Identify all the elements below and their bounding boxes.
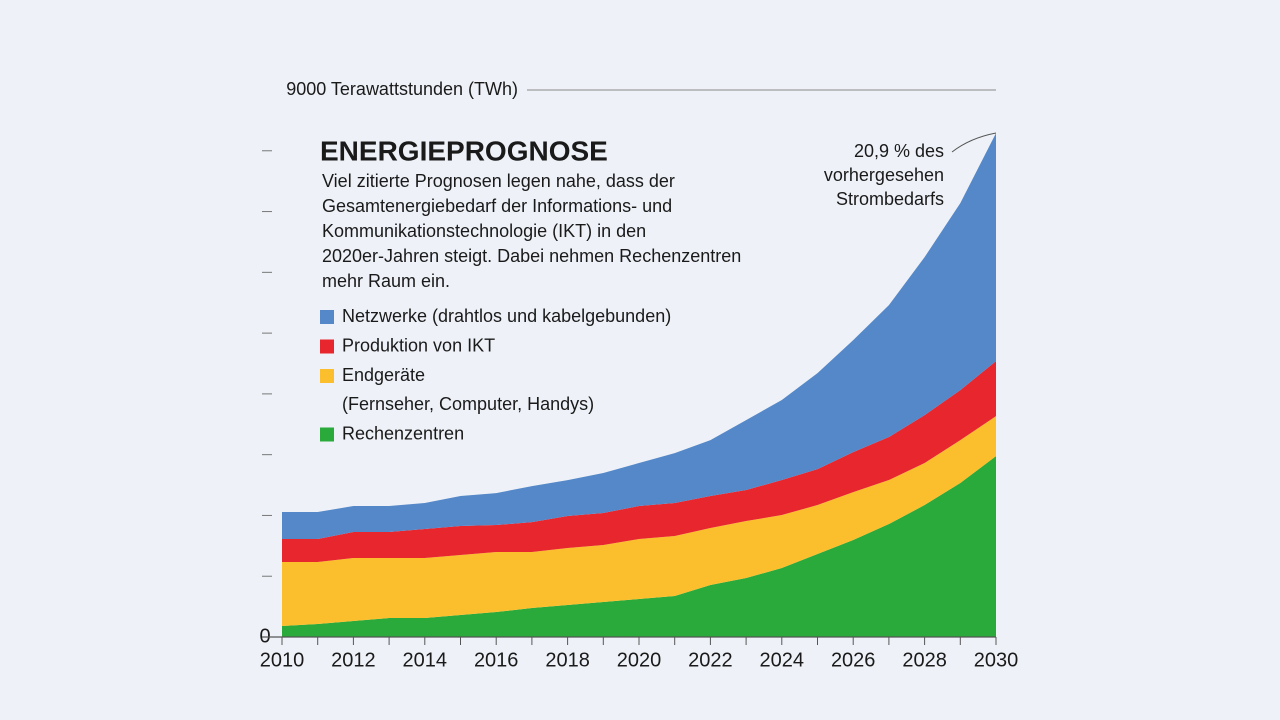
legend-label: Produktion von IKT — [342, 335, 495, 355]
description: Kommunikationstechnologie (IKT) in den — [322, 221, 646, 241]
legend-swatch — [320, 427, 334, 442]
area — [282, 456, 996, 637]
x-tick-label: 2030 — [974, 649, 1019, 671]
chart-title: ENERGIEPROGNOSE — [320, 135, 608, 166]
y-tick-label: 9000 Terawattstunden (TWh) — [286, 79, 518, 99]
x-tick-label: 2010 — [260, 649, 305, 671]
x-tick-label: 2016 — [474, 649, 519, 671]
annotation-leader — [951, 132, 997, 153]
x-tick-label: 2014 — [403, 649, 448, 671]
legend-label: Rechenzentren — [342, 423, 464, 443]
y-tick-label: 0 — [259, 625, 270, 647]
x-tick-label: 2012 — [331, 649, 376, 671]
x-tick-label: 2022 — [688, 649, 733, 671]
annotation: Strombedarfs — [836, 189, 944, 209]
annotation: vorhergesehen — [824, 165, 944, 185]
legend-label: Netzwerke (drahtlos und kabelgebunden) — [342, 306, 671, 326]
legend-swatch — [320, 310, 334, 324]
x-tick-label: 2028 — [902, 649, 947, 671]
description: 2020er-Jahren steigt. Dabei nehmen Reche… — [322, 246, 741, 266]
area — [282, 133, 996, 540]
description: Gesamtenergiebedarf der Informations- un… — [322, 196, 672, 216]
legend-swatch — [320, 339, 334, 354]
legend-label: Endgeräte — [342, 365, 425, 385]
legend-swatch — [320, 369, 334, 383]
area — [282, 416, 996, 626]
x-tick-label: 2020 — [617, 649, 662, 671]
description: Viel zitierte Prognosen legen nahe, dass… — [322, 171, 675, 191]
annotation: 20,9 % des — [854, 141, 944, 161]
description: mehr Raum ein. — [322, 271, 450, 291]
x-tick-label: 2024 — [760, 649, 805, 671]
area — [282, 361, 996, 563]
x-tick-label: 2018 — [545, 649, 590, 671]
x-tick-label: 2026 — [831, 649, 876, 671]
legend-sublabel: (Fernseher, Computer, Handys) — [342, 394, 594, 414]
